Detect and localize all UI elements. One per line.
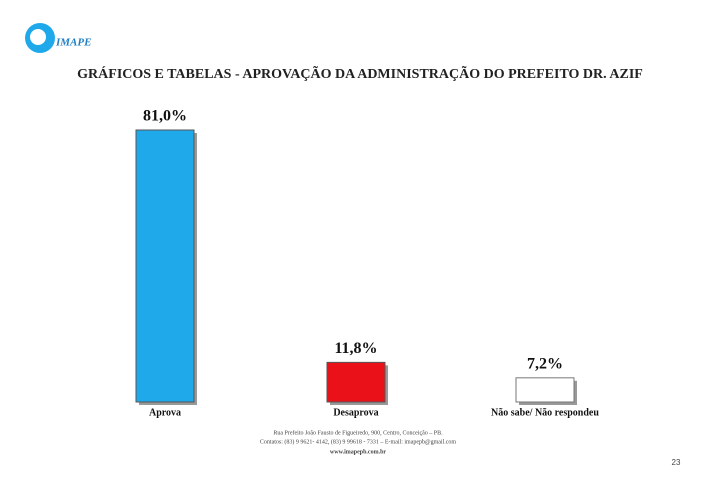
page-number: 23 (672, 458, 681, 467)
chart-title: GRÁFICOS E TABELAS - APROVAÇÃO DA ADMINI… (77, 67, 643, 82)
bar (135, 129, 195, 403)
value-label: 11,8% (334, 340, 377, 357)
footer-address: Rua Prefeito João Fausto de Figueiredo, … (273, 429, 443, 436)
x-tick-label: Não sabe/ Não respondeu (491, 407, 599, 418)
x-tick-label: Aprova (149, 407, 181, 418)
value-label: 81,0% (143, 108, 187, 125)
bar (515, 377, 575, 403)
value-label: 7,2% (527, 355, 563, 372)
x-tick-label: Desaprova (333, 407, 378, 418)
footer-website: www.imapepb.com.br (330, 449, 387, 455)
logo-text: IMAPE (55, 37, 91, 49)
bar (326, 361, 386, 403)
footer-contacts: Contatos: (83) 9 9621- 4142, (83) 9 9961… (260, 438, 456, 445)
logo-icon-inner (30, 29, 46, 45)
